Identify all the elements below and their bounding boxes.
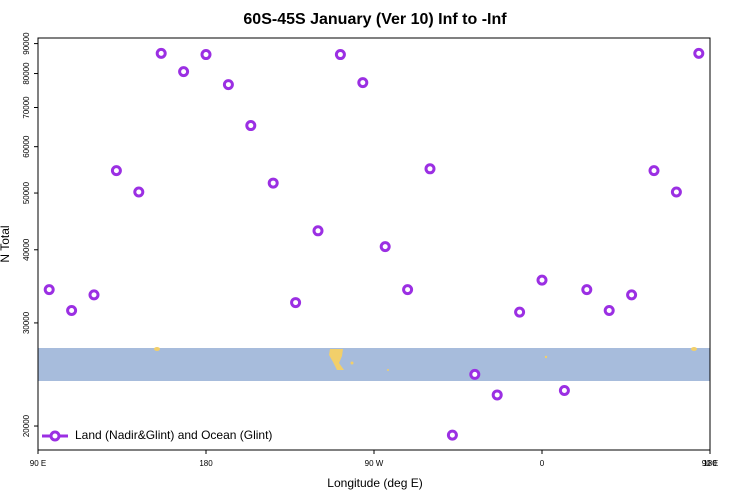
x-tick-label: 90 W [365, 459, 384, 468]
y-tick-label: 40000 [22, 238, 31, 261]
data-point [357, 77, 369, 89]
ocean-band [38, 348, 710, 381]
data-point [603, 305, 615, 317]
data-point [536, 274, 548, 286]
land [691, 347, 697, 351]
data-point [379, 241, 391, 253]
x-tick-label: 90 E [30, 459, 46, 468]
data-point [558, 384, 570, 396]
data-point [43, 284, 55, 296]
data-point [648, 165, 660, 177]
land [350, 361, 354, 365]
data-point [133, 186, 145, 198]
land [329, 349, 344, 370]
data-point [670, 186, 682, 198]
data-point [155, 47, 167, 59]
data-point [290, 297, 302, 309]
data-point [110, 165, 122, 177]
data-point [200, 49, 212, 61]
data-point [66, 305, 78, 317]
map-strip [38, 347, 710, 381]
y-tick-label: 50000 [22, 181, 31, 204]
land [387, 369, 389, 371]
x-tick-label: 0 [540, 459, 545, 468]
data-point [267, 177, 279, 189]
legend-label: Land (Nadir&Glint) and Ocean (Glint) [75, 428, 272, 442]
legend-marker [49, 430, 61, 442]
land [154, 347, 160, 351]
data-point [334, 49, 346, 61]
data-point [491, 389, 503, 401]
data-point [178, 66, 190, 78]
land [544, 355, 548, 359]
x-tick-label: 90 E [702, 459, 718, 468]
data-point [88, 289, 100, 301]
x-tick-label: 180 [199, 459, 213, 468]
x-axis-label: Longitude (deg E) [327, 476, 422, 490]
y-axis-label: N Total [0, 225, 12, 262]
data-point [245, 120, 257, 132]
data-point [693, 47, 705, 59]
y-tick-label: 90000 [22, 32, 31, 55]
data-point [469, 368, 481, 380]
data-point [312, 225, 324, 237]
plot-frame [37, 37, 711, 451]
chart-title: 60S-45S January (Ver 10) Inf to -Inf [243, 11, 507, 28]
y-tick-label: 80000 [22, 62, 31, 85]
data-point [626, 289, 638, 301]
data-point [222, 79, 234, 91]
data-point [424, 163, 436, 175]
y-tick-label: 30000 [22, 311, 31, 334]
y-tick-label: 20000 [22, 414, 31, 437]
data-point [402, 284, 414, 296]
data-point [581, 284, 593, 296]
y-tick-label: 70000 [22, 96, 31, 119]
x-tick-label: 180 [703, 459, 717, 468]
data-point [514, 306, 526, 318]
y-tick-label: 60000 [22, 135, 31, 158]
data-point [446, 429, 458, 441]
